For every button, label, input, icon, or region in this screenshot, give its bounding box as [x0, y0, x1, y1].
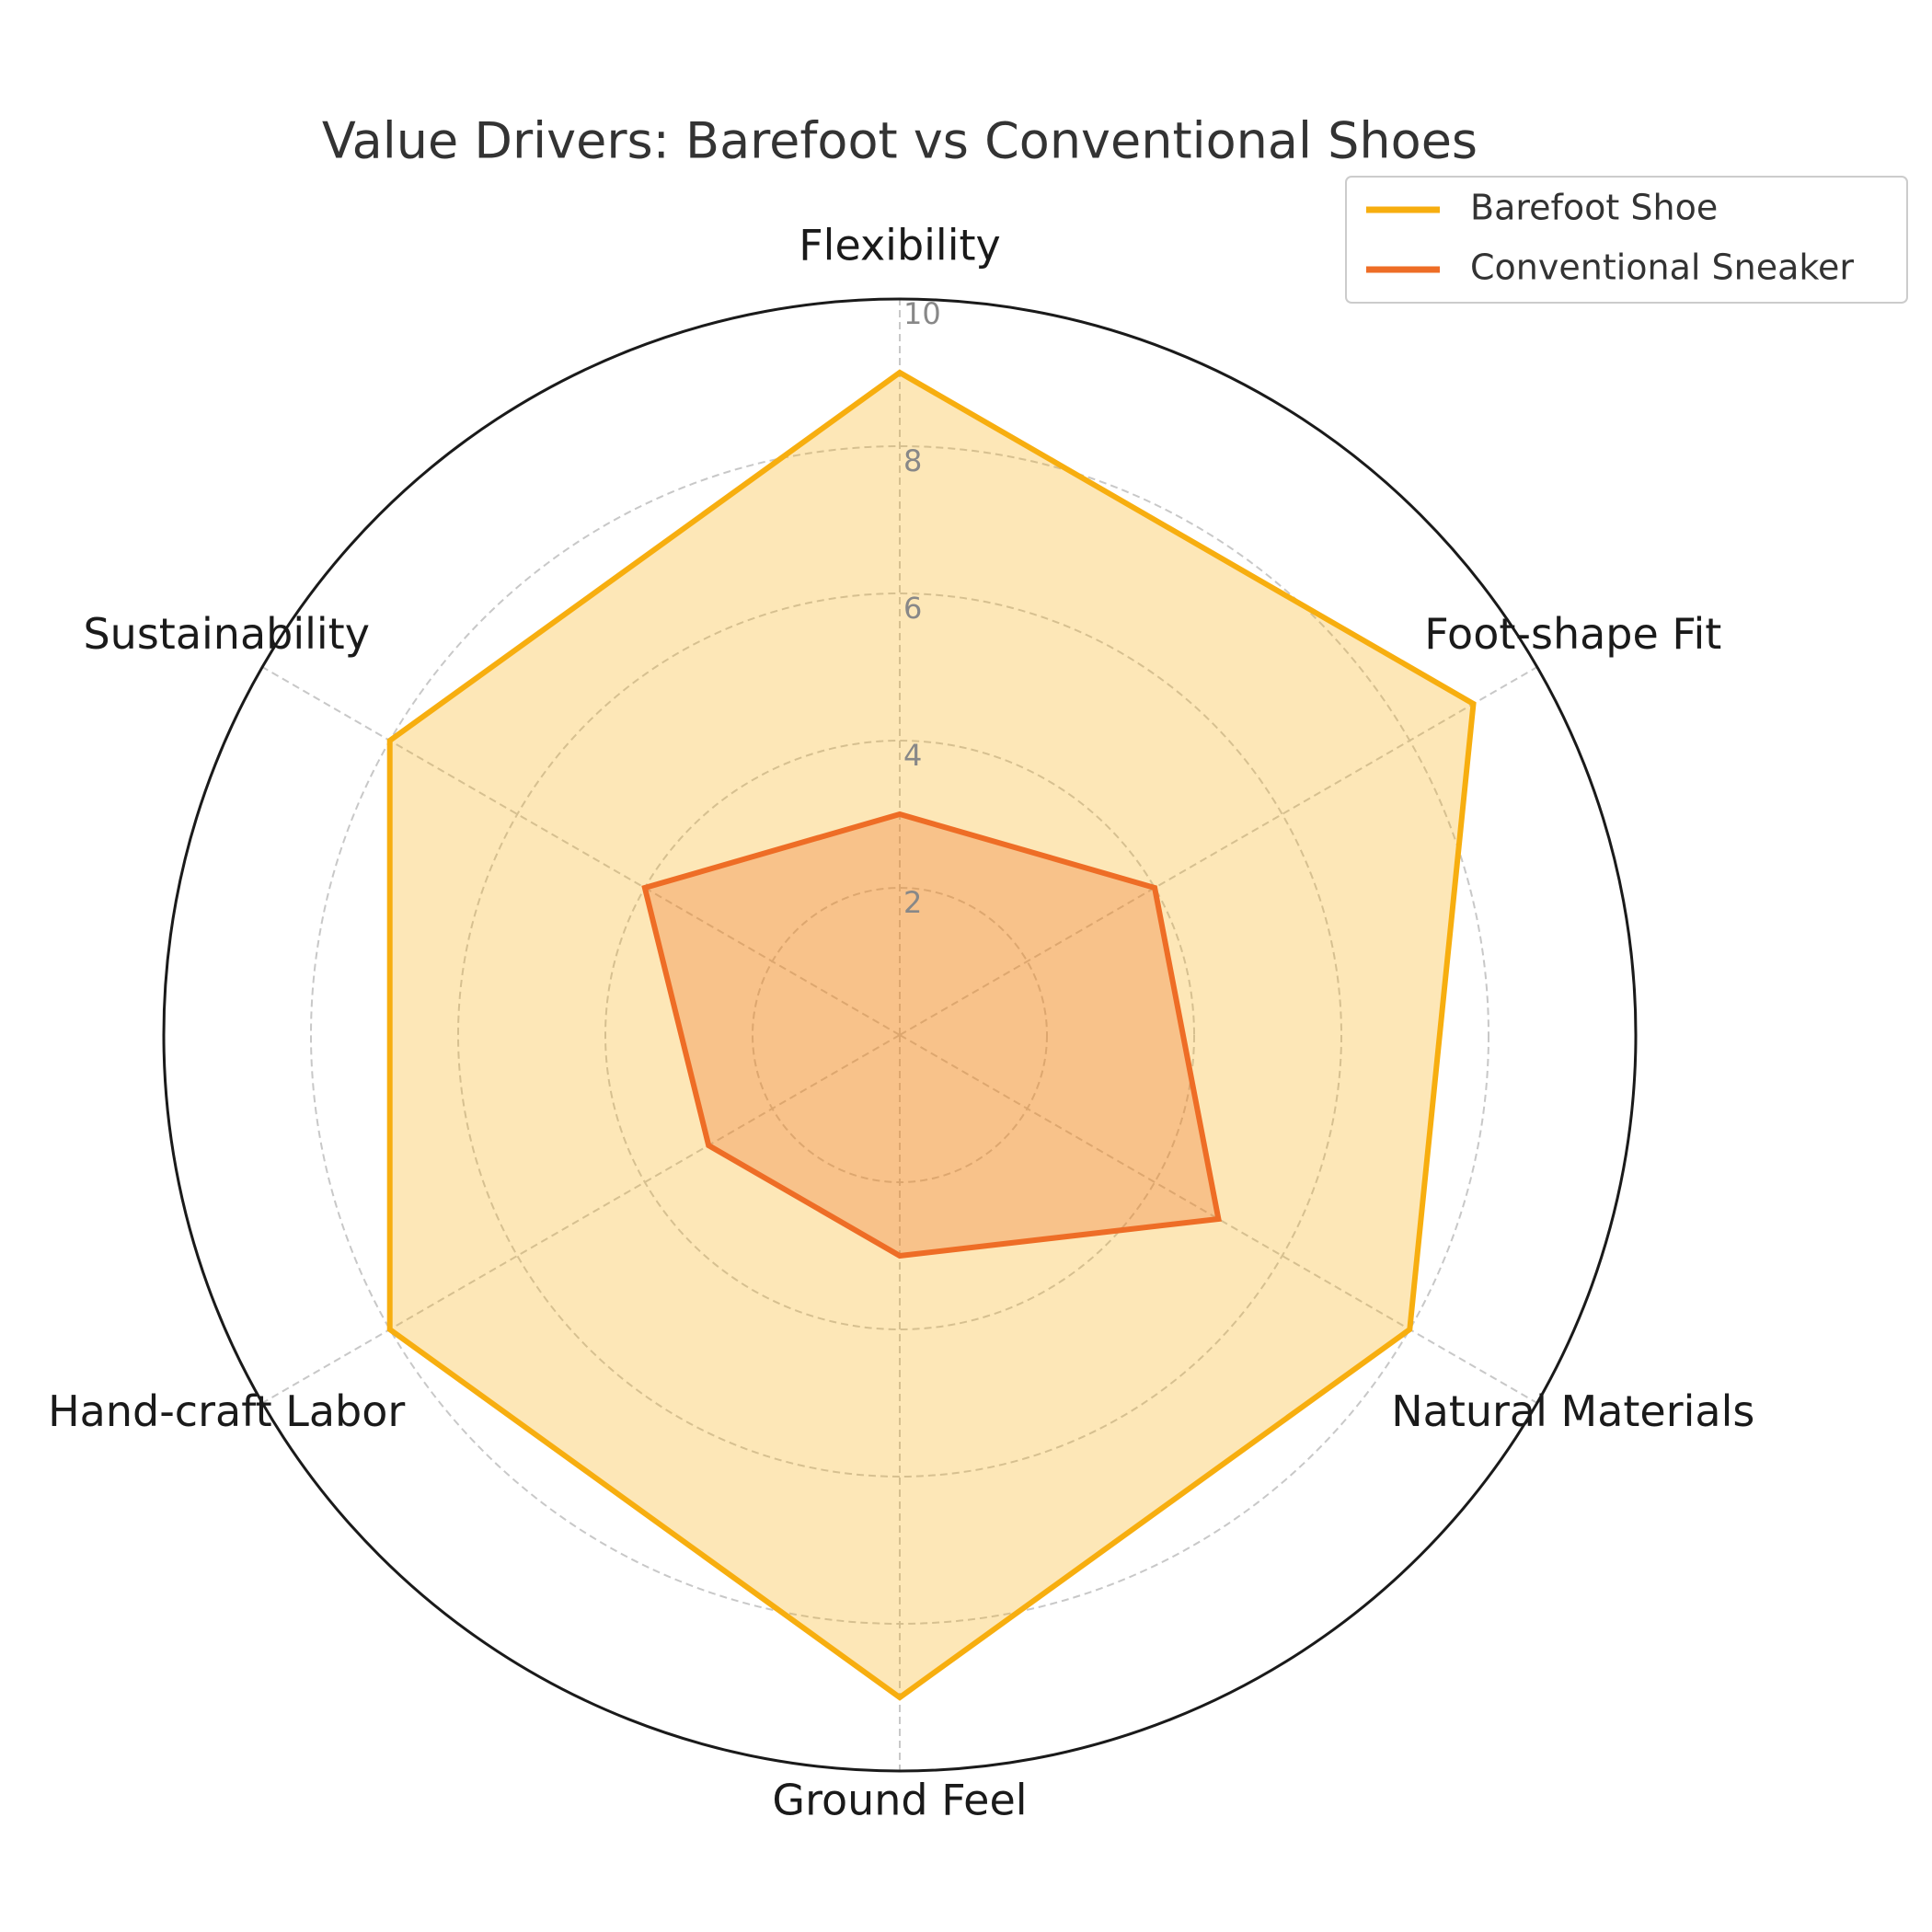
- y-tick-label: 4: [903, 738, 922, 773]
- outer-ring: [162, 297, 1638, 1773]
- axis-label: Hand-craft Labor: [48, 1386, 405, 1436]
- axis-label: Ground Feel: [772, 1776, 1027, 1825]
- chart-title: Value Drivers: Barefoot vs Conventional …: [322, 112, 1478, 170]
- grid-ring: [604, 740, 1195, 1330]
- axis-label: Natural Materials: [1391, 1386, 1754, 1436]
- axis-label: Sustainability: [83, 609, 369, 659]
- spoke: [261, 1034, 901, 1404]
- series-line: [641, 811, 1222, 1259]
- legend-label: Conventional Sneaker: [1470, 247, 1854, 288]
- legend: Barefoot Shoe Conventional Sneaker: [1345, 176, 1908, 304]
- series-area: [644, 814, 1219, 1256]
- series-area: [389, 373, 1474, 1697]
- legend-box: [1345, 176, 1908, 304]
- grid-ring: [457, 592, 1342, 1478]
- series-line: [386, 369, 1477, 1701]
- axis-label: Flexibility: [799, 221, 1001, 270]
- y-tick-label: 8: [903, 443, 922, 478]
- y-tick-label: 10: [903, 296, 941, 331]
- y-tick-label: 6: [903, 591, 922, 626]
- spoke: [899, 1034, 1538, 1404]
- y-tick-label: 2: [903, 885, 922, 920]
- spoke: [899, 666, 1538, 1036]
- spoke: [261, 666, 901, 1036]
- legend-label: Barefoot Shoe: [1470, 188, 1718, 228]
- axis-label: Foot-shape Fit: [1424, 609, 1721, 659]
